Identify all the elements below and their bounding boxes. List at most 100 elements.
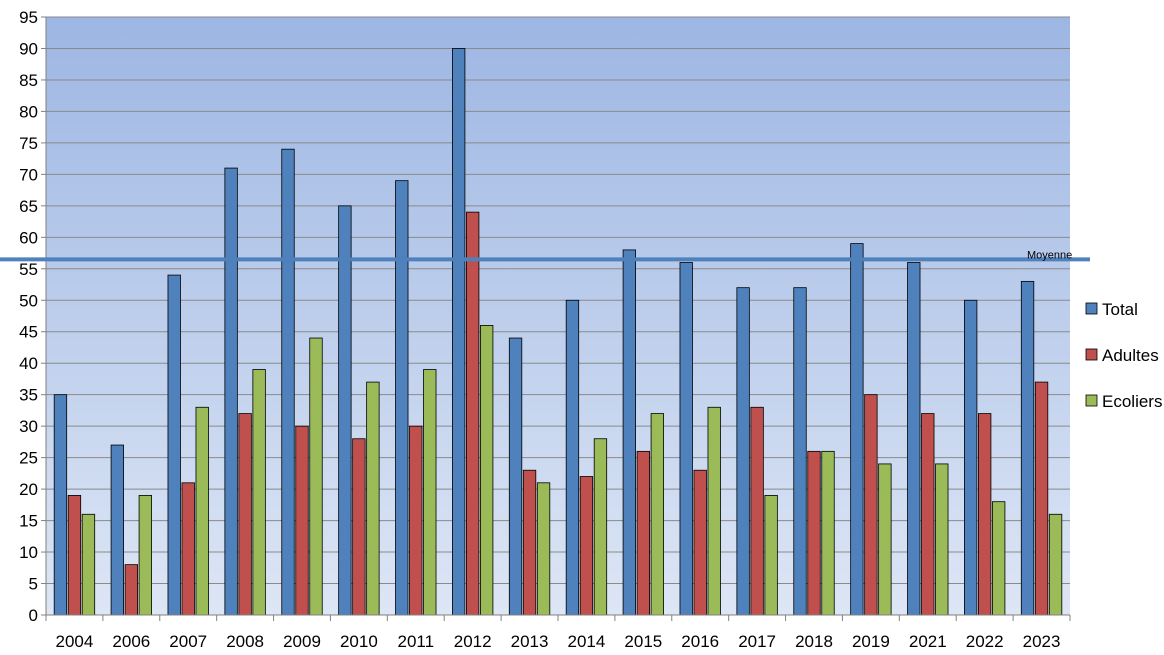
legend: Total Adultes Ecoliers [1085,300,1162,411]
bar-adultes-2022 [978,413,992,616]
bar-ecoliers-2014 [593,438,608,616]
bar-adultes-2023 [1034,381,1049,616]
x-axis: 2004 2006 2007 2008 2009 2010 2011 2012 2013 2014… [45,614,1071,651]
bar-total-2016 [679,262,693,616]
bar-adultes-2010 [352,438,366,616]
y-tick-label: 25 [19,449,38,468]
x-tick-label: 2021 [909,632,947,651]
plot-area [46,17,1070,615]
x-tick-label: 2018 [795,632,833,651]
bar-adultes-2004 [67,494,82,616]
y-tick-label: 15 [19,512,38,531]
y-tick-label: 65 [19,197,38,216]
bar-total-2015 [622,249,636,616]
bar-ecoliers-2013 [536,482,551,616]
average-line-label: Moyenne [1027,249,1072,261]
bar-ecoliers-2023 [1048,513,1063,616]
y-tick-label: 60 [19,228,38,247]
bar-ecoliers-2022 [992,501,1006,616]
average-line-group: Moyenne [0,249,1090,262]
x-tick-label: 2012 [454,632,492,651]
y-tick-label: 20 [19,480,38,499]
bar-ecoliers-2007 [195,406,209,616]
bars [53,48,1063,616]
y-tick-label: 0 [29,606,38,625]
bar-total-2011 [395,180,409,616]
x-tick-label: 2004 [56,632,94,651]
x-tick-label: 2019 [852,632,890,651]
x-tick-label: 2010 [340,632,378,651]
x-tick-label: 2015 [624,632,662,651]
bar-ecoliers-2010 [366,381,380,616]
x-tick-label: 2011 [397,632,434,651]
y-tick-label: 5 [29,575,38,594]
bar-total-2013 [508,337,523,616]
bar-adultes-2018 [807,450,821,616]
bar-adultes-2016 [693,469,707,616]
legend-label-total: Total [1102,300,1138,319]
bar-ecoliers-2008 [252,369,266,616]
bar-adultes-2019 [864,394,878,616]
legend-label-ecoliers: Ecoliers [1102,392,1162,411]
legend-swatch-total [1085,302,1098,315]
bar-ecoliers-2015 [650,413,664,616]
bar-total-2018 [793,287,807,616]
bar-ecoliers-2016 [707,406,721,616]
bar-adultes-2009 [295,425,309,616]
bar-adultes-2015 [636,450,650,616]
x-tick-label: 2009 [283,632,321,651]
x-tick-label: 2013 [511,632,549,651]
y-tick-label: 10 [19,543,38,562]
gridlines [46,16,1070,616]
bar-ecoliers-2019 [878,463,892,616]
bar-ecoliers-2009 [309,337,323,616]
bar-ecoliers-2011 [423,369,437,616]
x-tick-label: 2007 [169,632,207,651]
bar-adultes-2021 [921,413,935,616]
bar-adultes-2008 [238,413,252,616]
x-tick-label: 2014 [568,632,606,651]
bar-ecoliers-2004 [81,513,96,616]
bar-total-2007 [167,274,181,616]
y-tick-label: 40 [19,354,38,373]
bar-adultes-2017 [750,406,764,616]
bar-adultes-2011 [409,425,423,616]
x-tick-label: 2006 [112,632,150,651]
bar-adultes-2007 [181,482,195,616]
bar-adultes-2014 [579,476,594,616]
y-tick-label: 70 [19,165,38,184]
x-tick-label: 2023 [1023,632,1061,651]
bar-total-2022 [964,299,978,616]
bar-total-2014 [565,299,580,616]
bar-adultes-2012 [466,211,480,616]
x-tick-label: 2017 [738,632,776,651]
x-tick-label: 2016 [681,632,719,651]
bar-adultes-2006 [124,564,138,616]
bar-total-2006 [110,444,124,616]
bar-total-2004 [53,394,68,616]
y-tick-label: 95 [19,8,38,27]
bar-total-2019 [850,243,864,616]
y-tick-label: 50 [19,291,38,310]
bar-ecoliers-2012 [480,325,494,616]
y-tick-label: 55 [19,260,38,279]
y-tick-label: 30 [19,417,38,436]
legend-swatch-adultes [1085,348,1098,361]
legend-label-adultes: Adultes [1102,346,1159,365]
y-tick-label: 80 [19,102,38,121]
y-tick-label: 75 [19,134,38,153]
y-tick-label: 35 [19,386,38,405]
bar-total-2010 [338,205,352,616]
bar-total-2008 [224,167,238,616]
bar-ecoliers-2021 [935,463,949,616]
x-tick-label: 2008 [226,632,264,651]
legend-swatch-ecoliers [1085,394,1098,407]
bar-adultes-2013 [522,469,537,616]
x-tick-label: 2022 [966,632,1004,651]
bar-ecoliers-2018 [821,450,835,616]
bar-ecoliers-2006 [138,494,152,616]
y-tick-label: 90 [19,39,38,58]
bar-total-2023 [1020,280,1035,616]
bar-total-2017 [736,287,750,616]
